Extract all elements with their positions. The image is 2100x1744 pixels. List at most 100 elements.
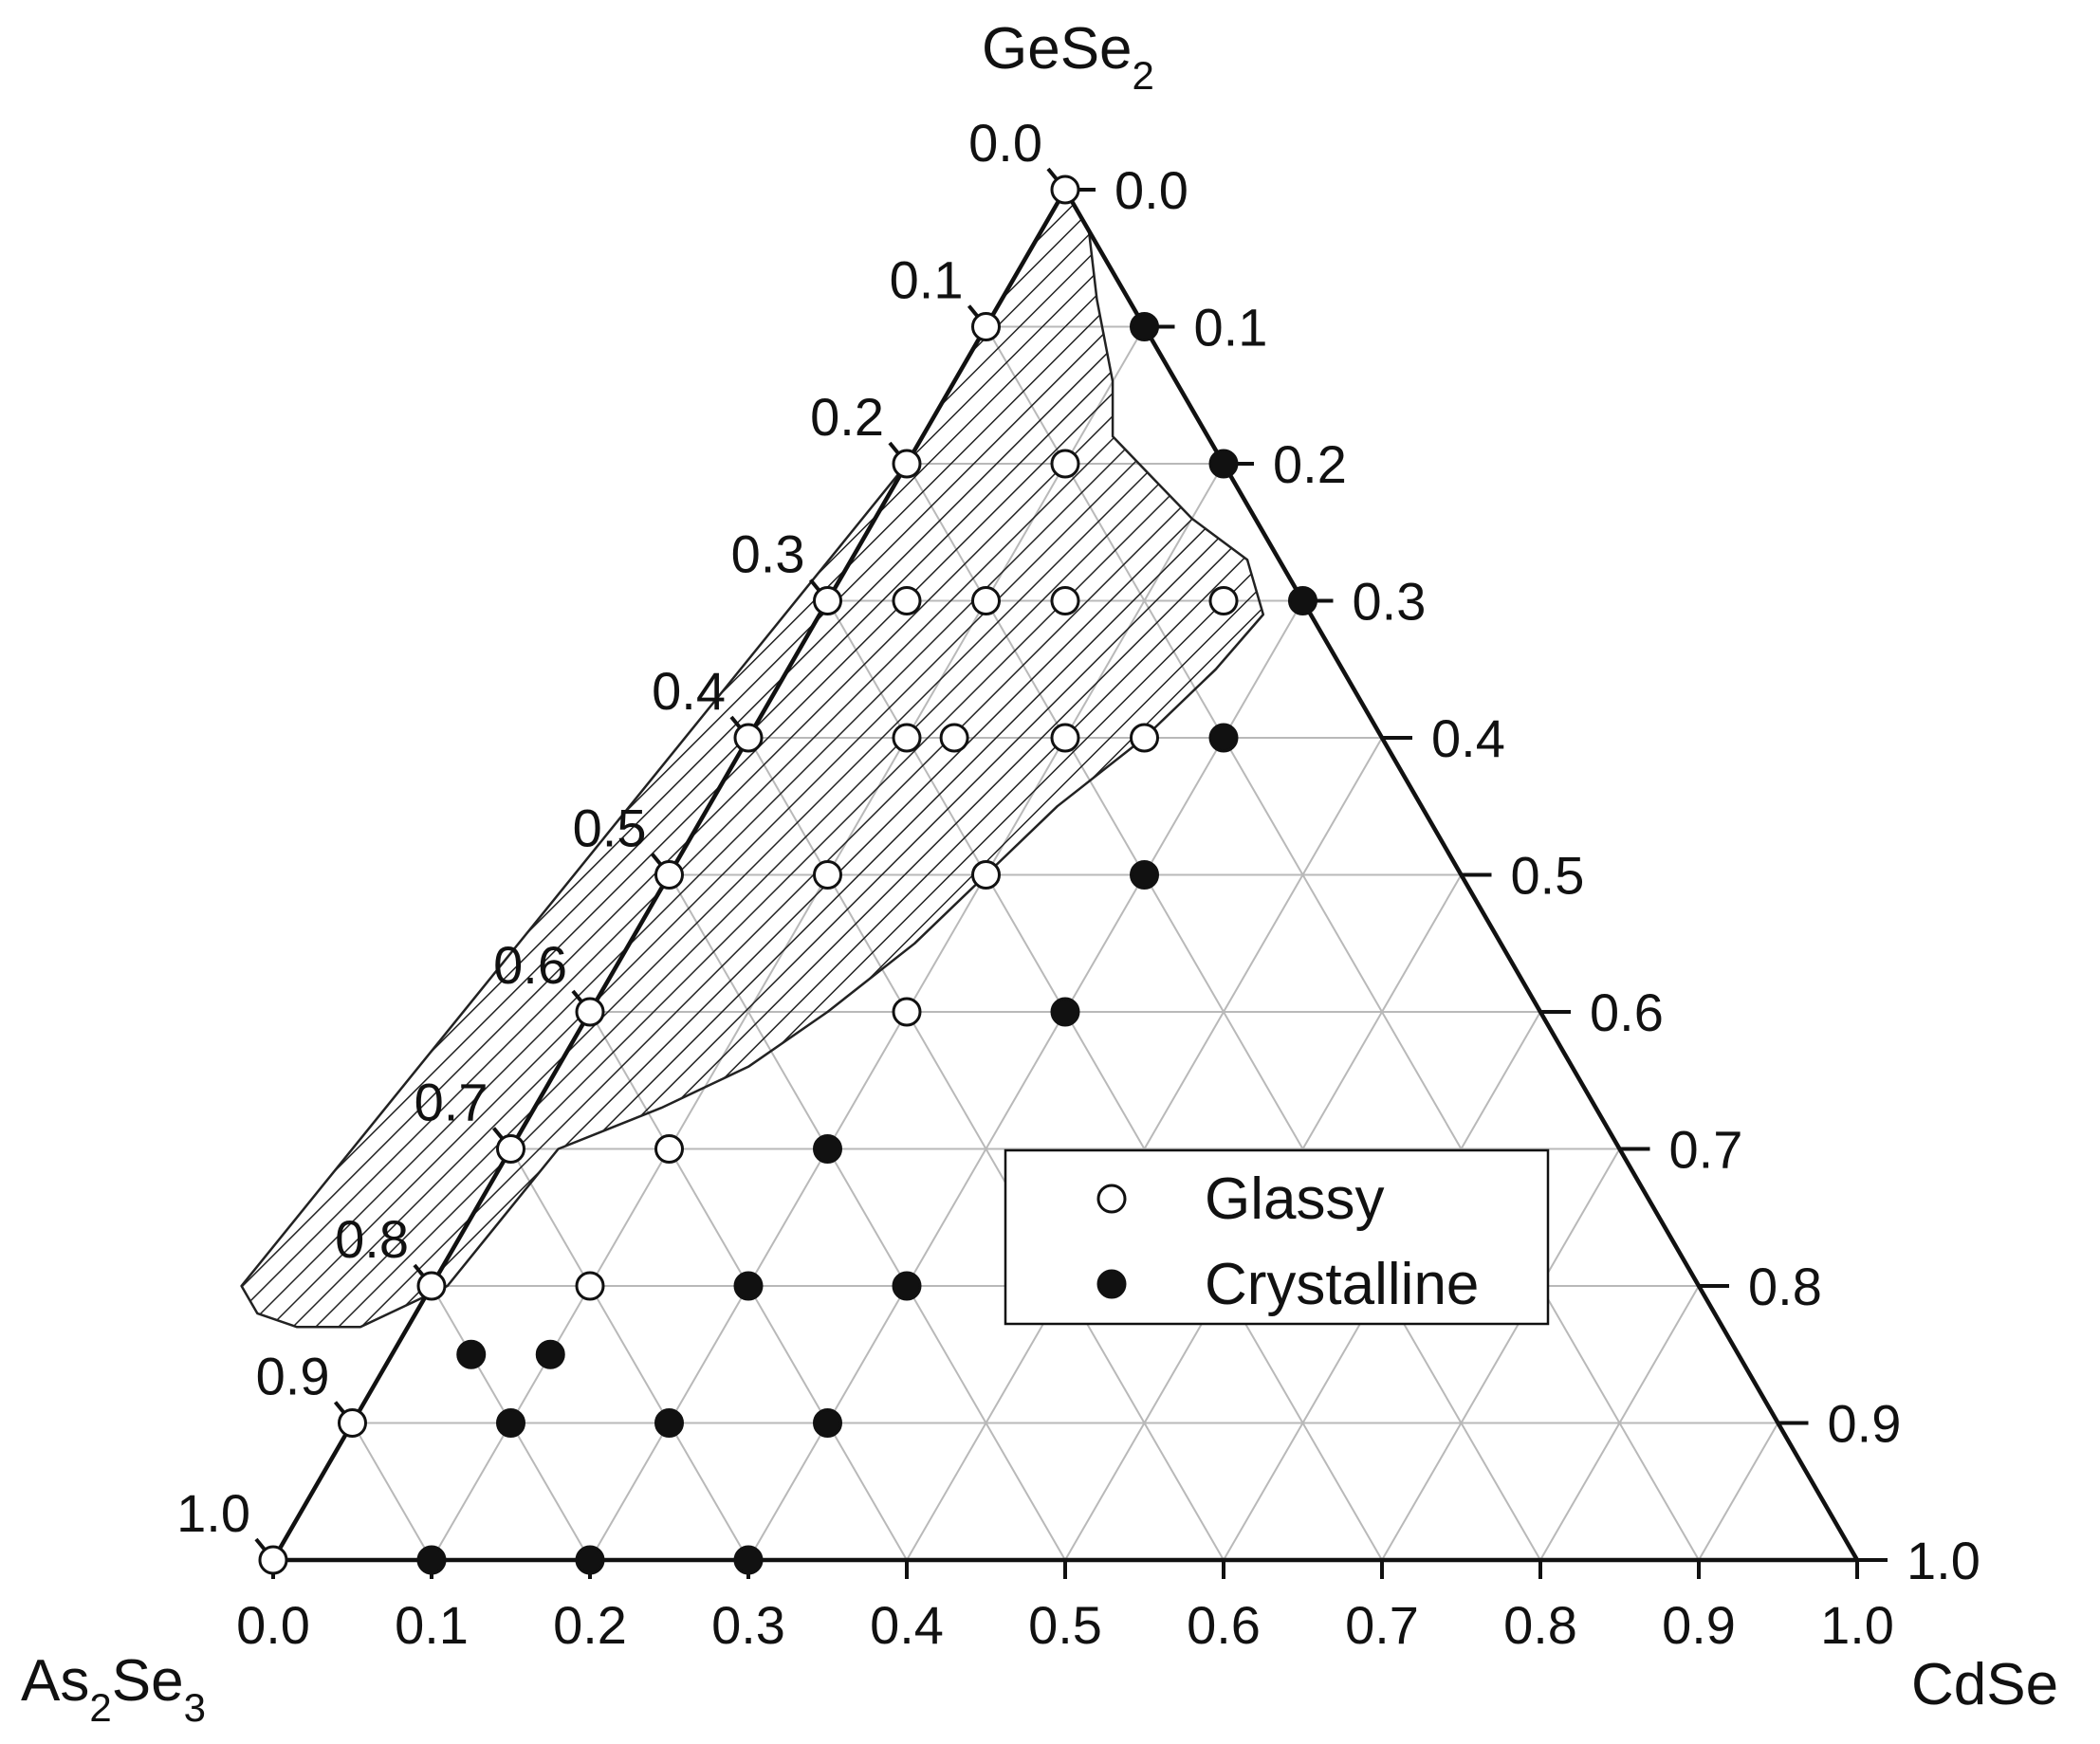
crystalline-point: [733, 1545, 764, 1575]
glassy-point: [939, 723, 969, 753]
tick-label-bottom: 0.4: [870, 1595, 944, 1655]
tick-label-right: 0.3: [1353, 572, 1427, 632]
data-points: [258, 174, 1317, 1575]
glassy-point: [892, 723, 922, 753]
tick-label-bottom: 0.0: [236, 1595, 310, 1655]
crystalline-point: [1208, 449, 1239, 479]
tick-label-bottom: 0.9: [1662, 1595, 1736, 1655]
crystalline-point: [456, 1339, 487, 1369]
glassy-point: [258, 1545, 288, 1575]
tick-label-left: 0.7: [414, 1073, 488, 1132]
crystalline-point: [1208, 723, 1239, 753]
glassy-point: [892, 586, 922, 615]
vertex-right-base: CdSe: [1911, 1652, 2058, 1717]
tick-label-right: 0.2: [1273, 434, 1347, 494]
tick-label-left: 1.0: [176, 1483, 250, 1543]
grid-line-as2se3: [351, 1422, 433, 1561]
crystalline-point: [1130, 312, 1159, 341]
legend-label-glassy: Glassy: [1205, 1166, 1384, 1232]
crystalline-point: [733, 1271, 764, 1301]
tick-label-right: 1.0: [1907, 1531, 1980, 1590]
tick-label-right: 0.0: [1114, 160, 1188, 220]
legend-marker-crystalline: [1096, 1269, 1127, 1299]
glassy-point: [971, 312, 1001, 341]
glassy-point: [971, 586, 1001, 615]
tick-labels: 0.0 0.0 1.0 0.1 0.1 0.9 0.2 0.2 0.8 0.3 0.3 0.7 0.4 0…: [176, 113, 1980, 1655]
tick-label-bottom: 0.1: [395, 1595, 469, 1655]
tick-label-right: 0.5: [1511, 846, 1585, 906]
tick-label-bottom: 0.7: [1345, 1595, 1419, 1655]
tick-label-left: 0.4: [652, 661, 726, 721]
glassy-point: [496, 1134, 525, 1164]
tick-label-right: 0.6: [1590, 982, 1664, 1042]
legend-label-crystalline: Crystalline: [1205, 1252, 1479, 1317]
tick-label-left: 0.2: [810, 387, 884, 447]
tick-label-left: 0.5: [573, 799, 647, 858]
glassy-point: [575, 1271, 605, 1301]
tick-label-bottom: 1.0: [1820, 1595, 1894, 1655]
glassy-point: [1050, 586, 1080, 615]
vertex-label-bottom-right: CdSe: [1911, 1652, 2058, 1717]
legend-box: [1004, 1148, 1550, 1326]
tick-label-left: 0.8: [335, 1209, 409, 1269]
glassy-point: [575, 997, 605, 1027]
glassy-point: [733, 723, 764, 753]
legend: Glassy Crystalline: [1004, 1148, 1550, 1326]
glassy-point: [813, 860, 842, 890]
tick-label-bottom: 0.8: [1503, 1595, 1577, 1655]
vertex-top-sub: 2: [1133, 53, 1154, 98]
glassy-point: [892, 997, 922, 1027]
crystalline-point: [496, 1408, 525, 1438]
glassy-point: [892, 449, 922, 479]
grid-line-as2se3: [509, 1147, 749, 1561]
tick-label-bottom: 0.3: [711, 1595, 785, 1655]
legend-marker-glassy: [1096, 1184, 1127, 1214]
vertex-label-top: GeSe2: [982, 16, 1154, 98]
tick-label-right: 0.8: [1748, 1257, 1822, 1316]
tick-label-left: 0.1: [890, 250, 964, 310]
glassy-point: [416, 1271, 447, 1301]
crystalline-point: [575, 1545, 605, 1575]
glassy-point: [1130, 723, 1159, 753]
tick-label-right: 0.9: [1828, 1394, 1902, 1454]
crystalline-point: [1130, 860, 1159, 890]
glassy-point: [1050, 723, 1080, 753]
grid-line-cdse: [747, 599, 1304, 1561]
vertex-label-bottom-left: As2Se3: [21, 1648, 206, 1730]
tick-label-bottom: 0.2: [553, 1595, 627, 1655]
crystalline-point: [892, 1271, 922, 1301]
vertex-top-base: GeSe: [982, 16, 1133, 82]
tick-label-bottom: 0.6: [1187, 1595, 1261, 1655]
crystalline-point: [1288, 586, 1317, 615]
glassy-point: [338, 1408, 367, 1438]
tick-label-right: 0.4: [1431, 708, 1505, 768]
glassy-point: [813, 586, 842, 615]
vertex-bl-part: As: [21, 1648, 89, 1714]
tick-label-right: 0.1: [1194, 298, 1268, 358]
crystalline-point: [1050, 997, 1080, 1027]
crystalline-point: [654, 1408, 684, 1438]
glass-forming-region: [240, 188, 1265, 1329]
tick-label-left: 0.6: [493, 935, 567, 995]
glassy-point: [971, 860, 1001, 890]
crystalline-point: [416, 1545, 447, 1575]
tick-label-bottom: 0.5: [1028, 1595, 1102, 1655]
crystalline-point: [813, 1134, 842, 1164]
vertex-bl-part: 2: [89, 1685, 111, 1730]
glassy-point: [654, 860, 684, 890]
tick-label-left: 0.9: [256, 1347, 330, 1406]
vertex-bl-part: 3: [184, 1685, 206, 1730]
tick-label-left: 0.3: [731, 524, 805, 584]
tick-label-left: 0.0: [968, 113, 1042, 173]
crystalline-point: [813, 1408, 842, 1438]
glass-region-hatched: [240, 188, 1265, 1329]
grid-line-cdse: [1381, 1147, 1621, 1561]
glassy-point: [1050, 174, 1080, 205]
tick-label-right: 0.7: [1669, 1120, 1743, 1180]
glassy-point: [654, 1134, 684, 1164]
vertex-bl-part: Se: [112, 1648, 184, 1714]
crystalline-point: [535, 1339, 565, 1369]
glassy-point: [1050, 449, 1080, 479]
glassy-point: [1208, 586, 1239, 615]
